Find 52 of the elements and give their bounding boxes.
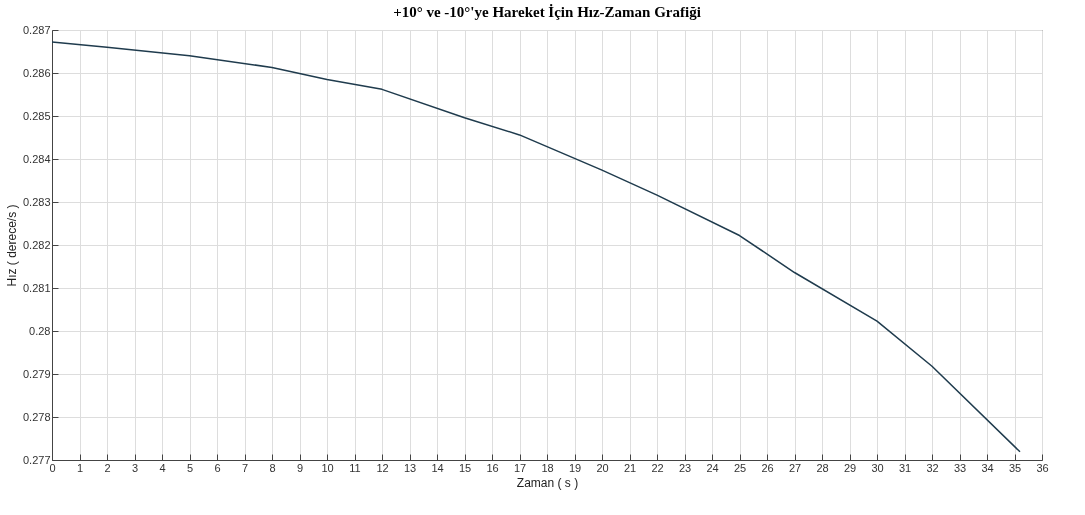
- y-axis-title: Hız ( derece/s ): [4, 204, 19, 287]
- x-tick-label: 20: [596, 461, 609, 474]
- chart-title: +10° ve -10°'ye Hareket İçin Hız-Zaman Grafiği: [393, 4, 701, 20]
- y-tick-label: 0.286: [22, 66, 51, 79]
- x-tick-label: 25: [733, 461, 747, 474]
- y-tick-label: 0.287: [22, 23, 51, 36]
- x-tick-label: 4: [159, 461, 166, 474]
- y-tick-label: 0.28: [29, 324, 51, 337]
- x-tick-label: 22: [651, 461, 664, 474]
- x-tick-label: 28: [816, 461, 829, 474]
- y-tick-label: 0.282: [22, 238, 51, 251]
- x-tick-label: 35: [1008, 461, 1022, 474]
- x-tick-label: 27: [788, 461, 802, 474]
- x-tick-label: 31: [898, 461, 912, 474]
- x-tick-label: 34: [981, 461, 994, 474]
- x-tick-label: 0: [49, 461, 56, 474]
- x-tick-label: 10: [321, 461, 334, 474]
- x-tick-label: 14: [431, 461, 444, 474]
- y-tick-label: 0.279: [22, 367, 51, 380]
- y-tick-label: 0.284: [22, 152, 51, 165]
- y-tick-label: 0.281: [22, 281, 51, 294]
- x-tick-label: 36: [1036, 461, 1049, 474]
- x-tick-label: 19: [568, 461, 582, 474]
- line-series: [52, 41, 1021, 453]
- x-tick-label: 2: [104, 461, 111, 474]
- y-tick-label: 0.285: [22, 109, 51, 122]
- x-tick-label: 15: [458, 461, 472, 474]
- x-tick-label: 12: [376, 461, 389, 474]
- x-tick-label: 24: [706, 461, 719, 474]
- x-tick-label: 16: [486, 461, 499, 474]
- x-axis-title: Zaman ( s ): [516, 475, 579, 490]
- x-tick-label: 3: [131, 461, 139, 474]
- x-tick-label: 7: [241, 461, 249, 474]
- x-tick-label: 32: [926, 461, 939, 474]
- y-tick-label: 0.283: [22, 195, 51, 208]
- x-tick-label: 30: [871, 461, 884, 474]
- x-tick-label: 29: [843, 461, 857, 474]
- x-tick-label: 11: [349, 461, 361, 474]
- y-tick-label: 0.277: [22, 453, 51, 466]
- x-tick-label: 8: [269, 461, 276, 474]
- x-tick-label: 33: [953, 461, 967, 474]
- x-tick-label: 26: [761, 461, 774, 474]
- x-tick-label: 13: [403, 461, 417, 474]
- x-tick-label: 21: [623, 461, 637, 474]
- x-tick-label: 9: [296, 461, 304, 474]
- x-tick-label: 5: [186, 461, 194, 474]
- x-tick-label: 23: [678, 461, 692, 474]
- x-tick-label: 1: [76, 461, 84, 474]
- x-tick-label: 17: [513, 461, 527, 474]
- y-tick-label: 0.278: [22, 410, 51, 423]
- x-tick-label: 6: [214, 461, 221, 474]
- x-tick-label: 18: [541, 461, 554, 474]
